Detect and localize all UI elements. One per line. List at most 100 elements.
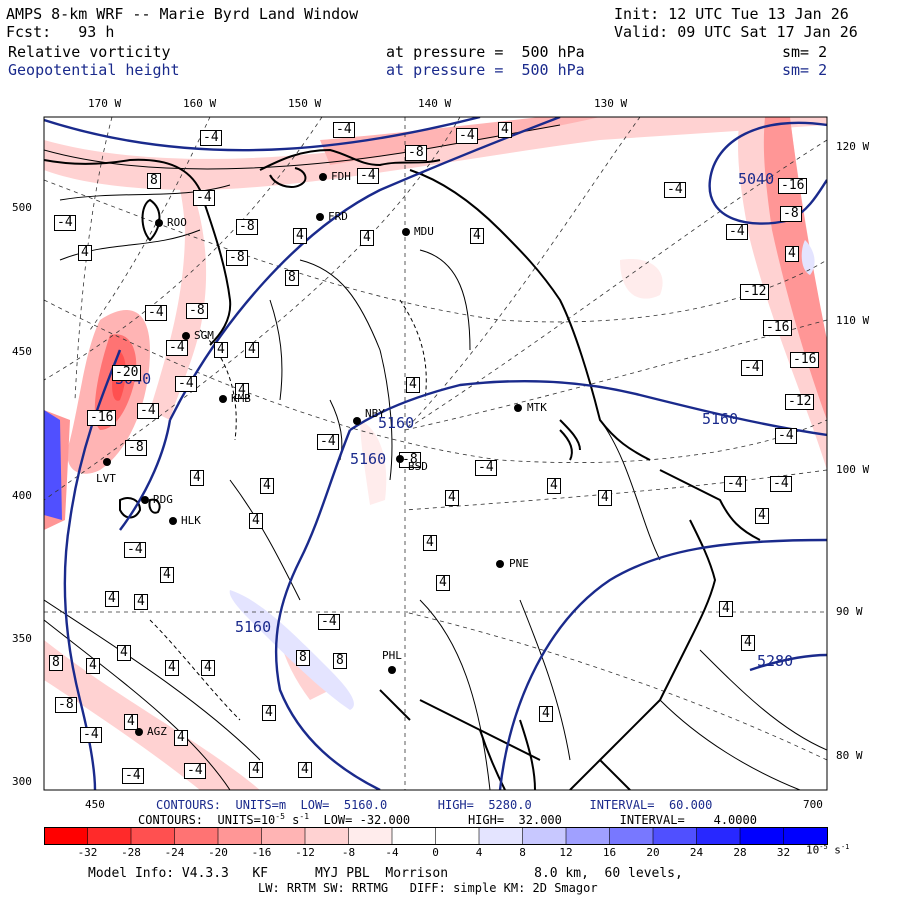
colorbar-tick-label: -20 [208, 846, 228, 859]
station-label: ROO [167, 216, 187, 229]
vorticity-label: -4 [137, 403, 159, 419]
vorticity-label: -16 [87, 410, 117, 426]
colorbar-tick-label: 4 [475, 846, 483, 859]
vorticity-label: -4 [80, 727, 102, 743]
vorticity-label: 4 [547, 478, 561, 494]
colorbar-segment [740, 827, 784, 845]
lon-label-right: 90 W [836, 605, 863, 618]
vorticity-label: 8 [285, 270, 299, 286]
field2-level: at pressure = 500 hPa [386, 61, 585, 79]
colorbar-segment [566, 827, 610, 845]
lon-label-right: 80 W [836, 749, 863, 762]
colorbar-tick-label: 16 [602, 846, 617, 859]
colorbar-tick-label: -8 [341, 846, 356, 859]
valid-time: Valid: 09 UTC Sat 17 Jan 26 [614, 23, 858, 41]
height-contour-label: 5160 [378, 414, 415, 432]
vorticity-colorbar [44, 827, 828, 845]
colorbar-segment [522, 827, 567, 845]
station-label: KMB [231, 392, 251, 405]
height-contour-info: CONTOURS: UNITS=m LOW= 5160.0 HIGH= 5280… [156, 798, 713, 812]
vorticity-label: 4 [470, 228, 484, 244]
colorbar-tick-label: -16 [251, 846, 272, 859]
vorticity-shade-pos [44, 410, 62, 520]
station-label: BSD [408, 460, 428, 473]
vorticity-label: 4 [190, 470, 204, 486]
station-label: FDH [331, 170, 351, 183]
colorbar-unit: 10-5 s-1 [806, 843, 850, 857]
colorbar-segment [348, 827, 393, 845]
station-marker [402, 228, 410, 236]
vorticity-label: -8 [236, 219, 258, 235]
vorticity-label: -8 [405, 145, 427, 161]
vorticity-label: -4 [724, 476, 746, 492]
colorbar-segment [174, 827, 219, 845]
height-contour-label: 5160 [350, 450, 387, 468]
vorticity-label: 4 [498, 122, 512, 138]
vorticity-label: -4 [475, 460, 497, 476]
vorticity-label: 4 [117, 645, 131, 661]
vorticity-label: -16 [778, 178, 808, 194]
y-tick-label: 450 [12, 345, 32, 358]
colorbar-segment [131, 827, 175, 845]
colorbar-segment [261, 827, 306, 845]
vorticity-label: 8 [49, 655, 63, 671]
station-label: AGZ [147, 725, 167, 738]
colorbar-segment [479, 827, 523, 845]
vorticity-contour-info: CONTOURS: UNITS=10-5 s-1 LOW= -32.000 HI… [138, 812, 757, 827]
height-contour-label: 5160 [235, 618, 272, 636]
colorbar-tick-label: 28 [733, 846, 747, 859]
field1-level: at pressure = 500 hPa [386, 43, 585, 61]
lon-label-top: 130 W [594, 97, 628, 110]
vorticity-label: -4 [317, 434, 339, 450]
vorticity-label: 4 [423, 535, 437, 551]
vorticity-label: -4 [775, 428, 797, 444]
vorticity-label: -4 [122, 768, 144, 784]
vorticity-shade-neg [44, 640, 260, 790]
vorticity-shade-neg [44, 117, 827, 190]
y-tick-label: 400 [12, 489, 32, 502]
vorticity-label: -4 [770, 476, 792, 492]
vorticity-label: -16 [763, 320, 793, 336]
vorticity-label: 4 [539, 706, 553, 722]
model-info-physics: LW: RRTM SW: RRTMG DIFF: simple KM: 2D S… [258, 881, 598, 895]
station-label: FRD [328, 210, 348, 223]
vorticity-label: -4 [726, 224, 748, 240]
colorbar-segment [218, 827, 262, 845]
vorticity-shade-neg [738, 117, 827, 470]
init-time: Init: 12 UTC Tue 13 Jan 26 [614, 5, 849, 23]
vorticity-label: -4 [166, 340, 188, 356]
colorbar-segment [653, 827, 697, 845]
vorticity-label: 8 [333, 653, 347, 669]
station-marker [219, 395, 227, 403]
station-marker [514, 404, 522, 412]
height-contour-label: 5040 [738, 170, 775, 188]
lon-label-top: 150 W [288, 97, 322, 110]
colorbar-tick-label: 24 [689, 846, 704, 859]
station-marker [316, 213, 324, 221]
forecast-hour: Fcst: 93 h [6, 23, 115, 41]
x-tick-label: 700 [803, 798, 823, 811]
colorbar-segment [392, 827, 436, 845]
colorbar-segment [44, 827, 88, 845]
colorbar-segment [696, 827, 741, 845]
field1-name: Relative vorticity [8, 43, 171, 61]
vorticity-label: -20 [112, 365, 142, 381]
colorbar-segment [783, 827, 828, 845]
vorticity-label: -4 [193, 190, 215, 206]
vorticity-label: 4 [262, 705, 276, 721]
station-marker [169, 517, 177, 525]
map-title: AMPS 8-km WRF -- Marie Byrd Land Window [6, 5, 359, 23]
station-label: HLK [181, 514, 201, 527]
vorticity-label: 4 [298, 762, 312, 778]
vorticity-label: -12 [785, 394, 815, 410]
vorticity-shade-neg [150, 160, 207, 420]
lon-label-right: 100 W [836, 463, 870, 476]
lon-label-right: 120 W [836, 140, 870, 153]
station-label: MDU [414, 225, 434, 238]
vorticity-label: -4 [333, 122, 355, 138]
lon-label-top: 160 W [183, 97, 217, 110]
vorticity-label: 4 [165, 660, 179, 676]
vorticity-label: -16 [790, 352, 820, 368]
vorticity-label: -8 [125, 440, 147, 456]
